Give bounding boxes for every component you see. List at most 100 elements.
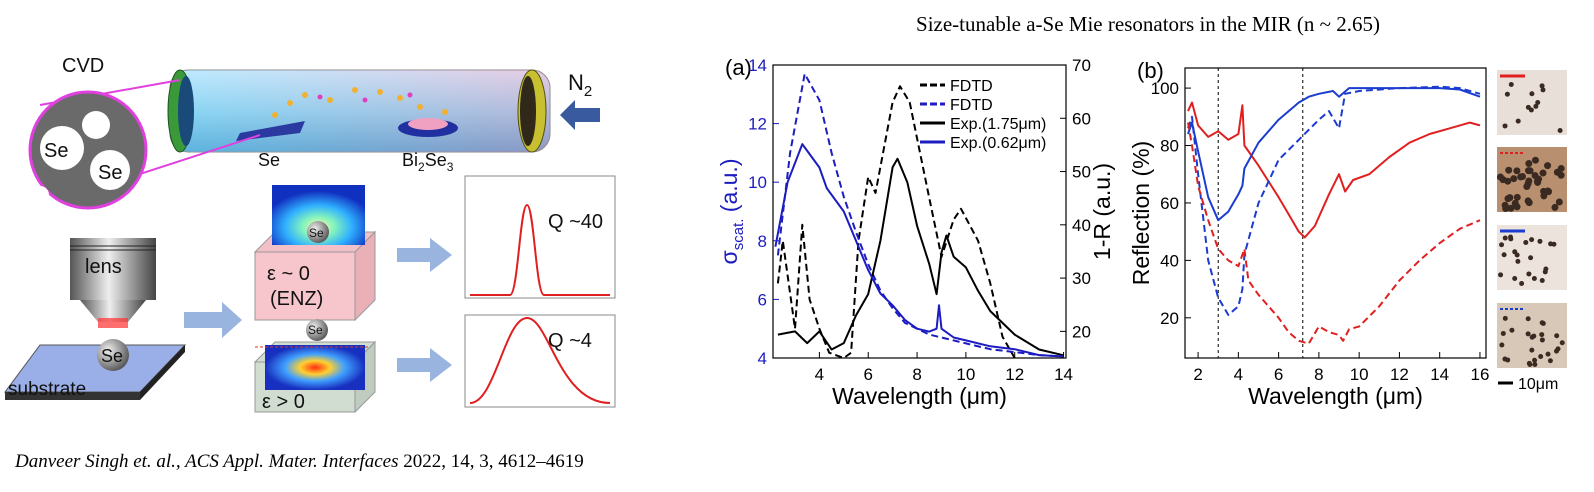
particle xyxy=(1523,239,1529,245)
title: Size-tunable a-Se Mie resonators in the … xyxy=(916,12,1380,36)
label: Se xyxy=(309,226,324,240)
particle xyxy=(1540,192,1548,200)
label: Bi2Se3 xyxy=(402,150,454,174)
x-tick-label: 14 xyxy=(1430,365,1449,384)
y2-tick-label: 70 xyxy=(1072,56,1091,75)
particle xyxy=(1526,167,1534,175)
label: ε ~ 0 xyxy=(267,263,310,285)
particle xyxy=(1502,123,1508,129)
schematic xyxy=(4,69,616,414)
particle xyxy=(1513,167,1521,175)
particle xyxy=(1525,199,1533,207)
x-tick-label: 10 xyxy=(1350,365,1369,384)
y-axis-label-part: σ xyxy=(716,250,742,264)
particle xyxy=(1504,195,1512,203)
particle xyxy=(1517,173,1525,181)
x-tick-label: 10 xyxy=(956,365,975,384)
y-tick-label: 14 xyxy=(748,56,767,75)
data-line xyxy=(777,157,1064,357)
y-tick-label: 20 xyxy=(1160,309,1179,328)
y2-tick-label: 40 xyxy=(1072,216,1091,235)
y2-tick-label: 60 xyxy=(1072,109,1091,128)
x-tick-label: 12 xyxy=(1390,365,1409,384)
label: Q ~4 xyxy=(548,330,592,352)
particle xyxy=(1508,82,1514,88)
panel-label: (b) xyxy=(1137,58,1164,83)
particle xyxy=(1525,331,1531,337)
particle xyxy=(1538,353,1544,359)
particle xyxy=(1498,272,1504,278)
citation-details: 2022, 14, 3, 4612–4619 xyxy=(398,451,583,472)
plot-frame xyxy=(772,64,1067,359)
particle xyxy=(1515,118,1521,124)
particle xyxy=(1544,187,1552,195)
particle xyxy=(1533,103,1539,109)
legend-label: FDTD xyxy=(950,78,993,95)
particle xyxy=(1539,83,1545,89)
particle xyxy=(1529,91,1535,97)
label: N2 xyxy=(568,70,592,100)
label: N xyxy=(568,70,584,95)
data-line xyxy=(776,85,1016,359)
label: Se xyxy=(101,346,123,366)
particle xyxy=(1505,166,1513,174)
particle xyxy=(1529,347,1535,353)
particle xyxy=(1539,277,1545,283)
label: ε > 0 xyxy=(262,391,305,413)
particle xyxy=(1513,203,1521,211)
data-line xyxy=(1187,101,1481,239)
schematic-labels: CVD Se Se N2 Se Bi2Se3 lens Se substrate… xyxy=(8,55,603,413)
particle xyxy=(1525,104,1531,110)
particle xyxy=(1551,203,1559,211)
label: Se xyxy=(44,140,68,162)
label: Se xyxy=(98,162,122,184)
x-tick-label: 12 xyxy=(1005,365,1024,384)
particle xyxy=(1531,276,1537,282)
y-tick-label: 6 xyxy=(758,290,767,309)
particle xyxy=(1502,235,1508,241)
micrographs xyxy=(1496,70,1567,385)
particle xyxy=(1499,242,1505,248)
particle xyxy=(1540,87,1546,93)
particle xyxy=(1554,333,1560,339)
y-tick-label: 60 xyxy=(1160,194,1179,213)
x-tick-label: 6 xyxy=(863,365,872,384)
particle xyxy=(1527,362,1533,368)
particle xyxy=(1512,276,1518,282)
y-axis-label-part: (a.u.) xyxy=(716,159,742,219)
label: (ENZ) xyxy=(270,288,323,310)
particle xyxy=(1496,173,1504,181)
x-axis-label: Wavelength (μm) xyxy=(832,383,1007,409)
x-tick-label: 14 xyxy=(1054,365,1073,384)
particle xyxy=(1501,252,1507,258)
citation-authors: Danveer Singh et. al., ACS Appl. Mater. … xyxy=(14,451,398,472)
particle xyxy=(1540,320,1546,326)
x-axis-label: Wavelength (μm) xyxy=(1248,383,1423,409)
label: 2 xyxy=(584,83,592,100)
particle xyxy=(1510,175,1518,183)
x-tick-label: 8 xyxy=(1314,365,1323,384)
particle xyxy=(1526,271,1532,277)
particle xyxy=(1502,205,1510,213)
particle xyxy=(1539,337,1545,343)
label: lens xyxy=(85,256,122,278)
panel-label: (a) xyxy=(725,55,752,80)
particle xyxy=(1525,160,1533,168)
particle xyxy=(1514,252,1520,258)
particle xyxy=(1537,238,1543,244)
label: 3 xyxy=(447,160,454,174)
particle xyxy=(1539,169,1547,177)
particle xyxy=(1515,258,1521,264)
legend-label: Exp.(1.75μm) xyxy=(950,116,1046,133)
y-axis-label: σscat. (a.u.) xyxy=(716,159,747,265)
particle xyxy=(1559,340,1565,346)
particle xyxy=(1502,315,1508,321)
x-tick-label: 4 xyxy=(1234,365,1243,384)
particle xyxy=(1548,241,1554,247)
particle xyxy=(1543,266,1549,272)
particle xyxy=(1507,204,1515,212)
plot-series xyxy=(1187,85,1481,345)
data-line xyxy=(774,143,1064,358)
plot-series xyxy=(774,72,1064,359)
